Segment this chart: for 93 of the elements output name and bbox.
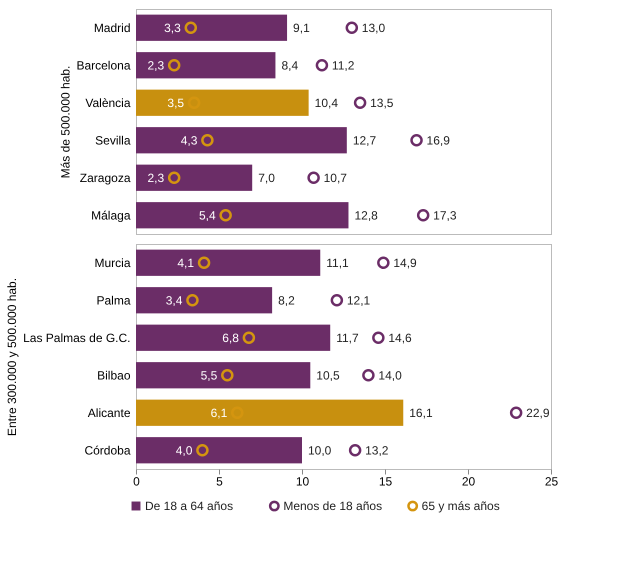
data-label: 10,0 (308, 443, 332, 458)
data-label: 14,9 (393, 256, 418, 270)
x-tick-label: 5 (216, 474, 224, 488)
data-label: 11,1 (326, 256, 350, 270)
data-label: 13,0 (362, 20, 386, 35)
x-tick-label: 20 (462, 474, 476, 488)
data-label: 2,3 (147, 58, 164, 72)
bar (136, 52, 276, 78)
point (184, 22, 198, 34)
data-label: 7,0 (258, 170, 276, 185)
point (168, 59, 180, 72)
data-label: 4,3 (180, 133, 198, 148)
point (372, 332, 385, 344)
data-label: 12,8 (354, 208, 378, 222)
data-label: 16,9 (426, 133, 450, 148)
bar (136, 324, 330, 351)
point (168, 172, 180, 184)
data-label: 10,4 (314, 96, 338, 110)
data-label: 22,9 (526, 406, 550, 420)
bar (136, 400, 404, 426)
point (362, 369, 375, 382)
data-label: 12,1 (346, 293, 371, 308)
bar (136, 250, 320, 276)
y-tick-label: Madrid (94, 20, 130, 35)
data-label: 6,8 (222, 330, 240, 345)
point (348, 444, 362, 456)
y-tick-label: Palma (96, 293, 131, 308)
data-label: 14,0 (378, 368, 402, 382)
y-axis-title: Más de 500.000 hab. (58, 66, 72, 178)
point (510, 406, 522, 419)
point (330, 294, 344, 306)
point (416, 209, 430, 222)
bar (136, 202, 348, 228)
y-tick-label: Alicante (88, 406, 131, 420)
y-tick-label: València (85, 96, 131, 110)
data-label: 12,7 (352, 133, 376, 148)
data-label: 2,3 (147, 170, 164, 185)
y-tick-label: Bilbao (97, 368, 131, 382)
data-label: 5,4 (198, 208, 216, 222)
data-label: 3,4 (166, 293, 183, 308)
data-label: 14,6 (388, 330, 412, 345)
point (354, 96, 366, 109)
y-tick-label: Sevilla (95, 133, 131, 148)
point (198, 256, 210, 269)
point (221, 369, 234, 382)
point (201, 134, 214, 146)
data-label: 17,3 (433, 208, 457, 222)
legend-label: 65 y más años (422, 499, 500, 513)
y-axis-title: Entre 300.000 y 500.000 hab. (5, 278, 20, 436)
bar (136, 437, 302, 464)
y-tick-label: Córdoba (84, 443, 131, 458)
data-label: 8,2 (278, 293, 296, 308)
data-label: 13,5 (370, 96, 394, 110)
bar (136, 14, 288, 41)
point (186, 294, 199, 306)
data-label: 10,5 (316, 368, 340, 382)
y-tick-label: Málaga (91, 208, 131, 222)
data-label: 4,0 (176, 443, 193, 458)
point (196, 444, 209, 456)
bar (136, 362, 310, 388)
point (346, 22, 358, 34)
point (410, 134, 423, 146)
x-tick-label: 10 (296, 474, 310, 488)
data-label: 9,1 (293, 20, 310, 35)
bar (136, 164, 252, 191)
point (307, 172, 320, 184)
y-tick-label: Las Palmas de G.C. (23, 330, 130, 345)
y-tick-label: Murcia (94, 256, 131, 270)
data-label: 11,2 (332, 58, 355, 72)
x-tick-label: 0 (133, 474, 140, 488)
x-tick-label: 15 (378, 474, 392, 488)
legend-label: De 18 a 64 años (145, 499, 234, 513)
bar (136, 287, 272, 314)
data-label: 3,5 (167, 96, 184, 110)
data-label: 8,4 (281, 58, 298, 72)
data-label: 16,1 (409, 406, 433, 420)
x-tick-label: 25 (544, 474, 558, 488)
point (316, 59, 328, 72)
data-label: 6,1 (210, 406, 228, 420)
data-label: 13,2 (365, 443, 389, 458)
point (219, 209, 232, 222)
y-tick-label: Zaragoza (80, 170, 131, 185)
y-tick-label: Barcelona (76, 58, 131, 72)
bar (136, 90, 309, 116)
data-label: 5,5 (200, 368, 218, 382)
data-label: 3,3 (164, 20, 182, 35)
data-label: 4,1 (177, 256, 194, 270)
data-label: 11,7 (336, 330, 360, 345)
data-label: 10,7 (324, 170, 348, 185)
legend-label: Menos de 18 años (283, 499, 382, 513)
point (242, 332, 256, 344)
point (377, 256, 390, 269)
bar (136, 127, 347, 154)
